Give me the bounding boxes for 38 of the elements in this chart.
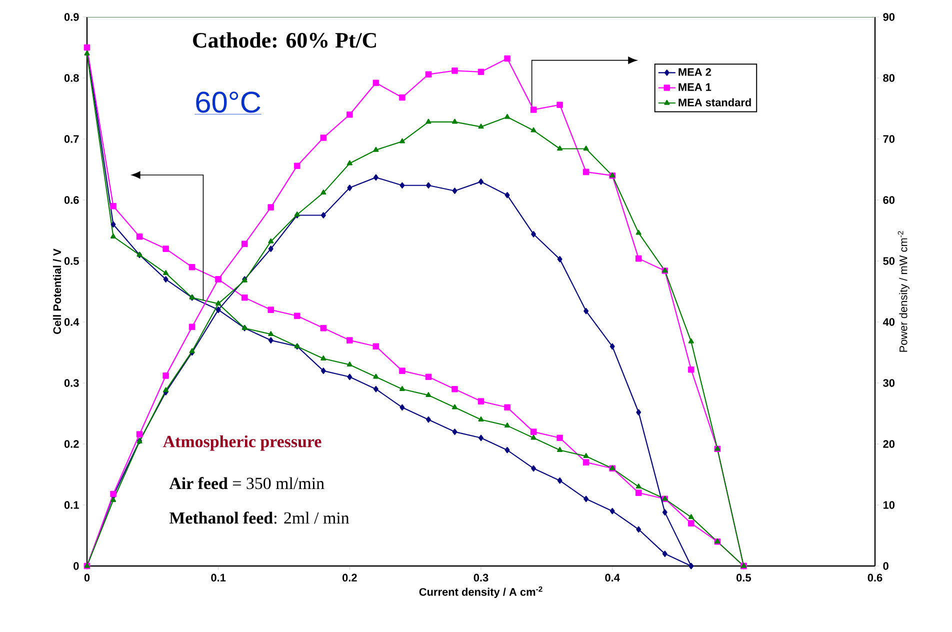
y-tick-label: 0 <box>74 562 79 570</box>
y-tick-label: 0.1 <box>64 501 79 509</box>
y-tick-label: 0.4 <box>64 318 80 326</box>
annotation: Air feed = 350 ml/min <box>169 477 324 490</box>
x-tick-label: 0.5 <box>736 574 751 582</box>
x-tick-label: 0.1 <box>211 574 226 582</box>
y-tick-label: 0.8 <box>64 74 79 82</box>
y2-tick-label: 60 <box>883 196 895 204</box>
y2-tick-label: 50 <box>883 257 895 265</box>
legend-label: MEA 2 <box>678 68 711 76</box>
legend-label: MEA 1 <box>678 83 712 91</box>
y2-axis-title: Power density / mW cm$^{-2}$ <box>898 231 910 352</box>
y2-tick-label: 80 <box>883 74 895 82</box>
y-tick-label: 0.5 <box>64 257 79 265</box>
x-tick-label: 0.3 <box>474 574 488 582</box>
y2-tick-label: 70 <box>883 135 895 143</box>
y-tick-label: 0.7 <box>64 135 79 143</box>
y2-tick-label: 20 <box>883 440 895 448</box>
y2-tick-label: 0 <box>883 562 888 570</box>
x-tick-label: 0.6 <box>868 574 882 582</box>
x-axis-title: Current density / A cm$^{-2}$ <box>419 586 542 598</box>
y-axis-title: Cell Potential / V <box>52 248 62 334</box>
x-tick-label: 0 <box>84 574 90 582</box>
y-tick-label: 0.6 <box>64 196 79 204</box>
y-tick-label: 0.9 <box>64 13 79 21</box>
y-tick-label: 0.3 <box>64 379 79 387</box>
annotation: Atmospheric pressure <box>163 435 322 451</box>
x-tick-label: 0.4 <box>605 574 620 582</box>
annotation: Cathode: 60% Pt/C <box>193 32 376 48</box>
annotation: 60°C <box>196 92 260 113</box>
legend-label: MEA standard <box>678 98 751 106</box>
y2-tick-label: 30 <box>883 379 895 387</box>
annotation: Methanol feed: 2ml / min <box>169 512 350 524</box>
x-tick-label: 0.2 <box>342 574 357 582</box>
y-tick-label: 0.2 <box>64 440 79 448</box>
y2-tick-label: 10 <box>883 501 895 509</box>
y2-tick-label: 40 <box>882 318 895 326</box>
y2-tick-label: 90 <box>883 13 895 21</box>
